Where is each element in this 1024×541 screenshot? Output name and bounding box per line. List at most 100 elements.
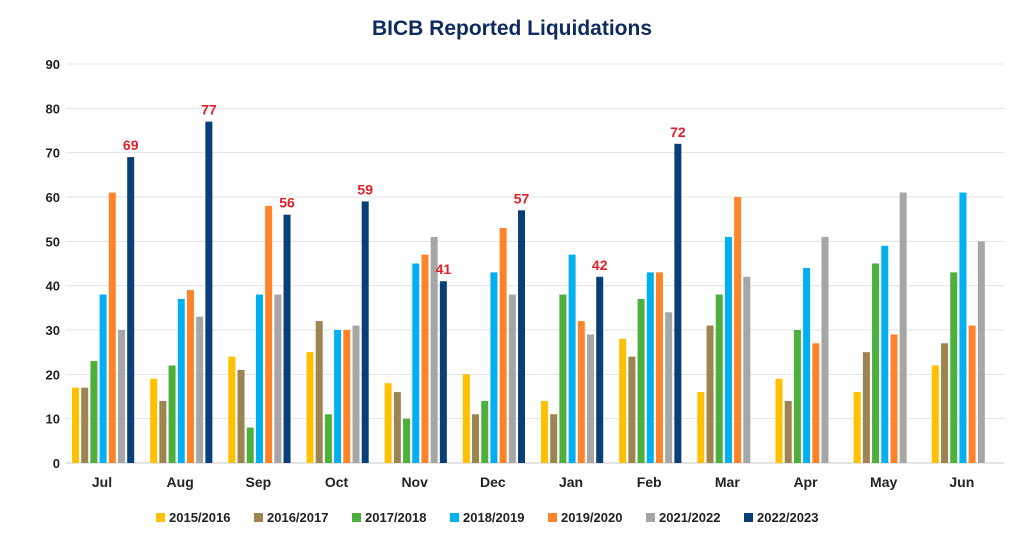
bar xyxy=(931,365,939,463)
bar xyxy=(118,330,125,463)
bar xyxy=(596,276,604,463)
bar xyxy=(315,321,323,463)
bar xyxy=(343,330,351,463)
bar xyxy=(99,294,107,463)
bar xyxy=(246,427,254,463)
y-tick-label: 0 xyxy=(53,456,60,471)
bar xyxy=(637,298,645,463)
bar xyxy=(508,294,516,463)
bar xyxy=(977,241,985,463)
data-label: 77 xyxy=(201,102,217,118)
bar xyxy=(890,334,898,463)
y-tick-label: 40 xyxy=(46,279,60,294)
bar xyxy=(472,414,480,463)
bar xyxy=(968,325,976,463)
bar xyxy=(674,143,682,464)
y-tick-label: 70 xyxy=(46,146,60,161)
data-label: 69 xyxy=(123,137,139,153)
bar xyxy=(393,392,401,463)
bar xyxy=(403,418,411,463)
bar xyxy=(665,312,673,463)
bar xyxy=(324,414,332,463)
bar xyxy=(734,197,742,463)
legend-label: 2022/2023 xyxy=(757,510,818,525)
bar xyxy=(384,383,392,463)
legend-swatch xyxy=(254,513,263,522)
y-tick-label: 80 xyxy=(46,101,60,116)
y-tick-label: 60 xyxy=(46,190,60,205)
x-tick-label: Dec xyxy=(480,474,506,490)
y-tick-label: 20 xyxy=(46,367,60,382)
legend-label: 2016/2017 xyxy=(267,510,328,525)
x-tick-label: Aug xyxy=(167,474,194,490)
bar xyxy=(941,343,949,463)
bar xyxy=(812,343,820,463)
legend-label: 2018/2019 xyxy=(463,510,524,525)
bar xyxy=(274,294,282,463)
bar xyxy=(881,245,889,463)
bar xyxy=(550,414,558,463)
bar xyxy=(430,236,438,463)
x-tick-label: Nov xyxy=(401,474,428,490)
data-label: 41 xyxy=(436,261,452,277)
data-label: 42 xyxy=(592,257,608,273)
bar xyxy=(334,330,342,463)
bar xyxy=(439,281,447,463)
bar xyxy=(862,352,870,463)
bar xyxy=(587,334,594,463)
bar xyxy=(697,392,705,463)
bar xyxy=(518,210,526,463)
bar xyxy=(421,254,429,463)
bar xyxy=(959,192,967,464)
data-label: 72 xyxy=(670,124,686,140)
bar xyxy=(715,294,723,463)
bar xyxy=(853,392,861,463)
bar xyxy=(412,263,420,463)
bar xyxy=(159,400,167,463)
x-tick-label: Mar xyxy=(715,474,740,490)
x-tick-label: Sep xyxy=(245,474,271,490)
x-tick-label: Jan xyxy=(559,474,583,490)
legend-swatch xyxy=(646,513,655,522)
bar xyxy=(177,298,185,463)
bar xyxy=(655,272,663,463)
bar xyxy=(821,236,829,463)
bar xyxy=(237,369,245,463)
bar xyxy=(646,272,654,463)
bar xyxy=(490,272,498,463)
legend-swatch xyxy=(156,513,165,522)
bar xyxy=(481,400,489,463)
x-tick-label: May xyxy=(870,474,897,490)
y-tick-label: 50 xyxy=(46,234,60,249)
bar xyxy=(899,192,907,464)
bar xyxy=(186,290,194,463)
y-tick-label: 10 xyxy=(46,412,60,427)
bar xyxy=(577,321,585,463)
bar xyxy=(196,316,204,463)
x-tick-label: Apr xyxy=(793,474,818,490)
bar xyxy=(793,330,801,463)
bar xyxy=(265,205,273,463)
legend-swatch xyxy=(548,513,557,522)
bar xyxy=(872,263,880,463)
bar xyxy=(81,387,89,463)
data-label: 56 xyxy=(279,195,295,211)
bar xyxy=(743,276,751,463)
bar xyxy=(361,201,369,463)
x-tick-label: Oct xyxy=(325,474,349,490)
data-label: 59 xyxy=(357,181,373,197)
legend-swatch xyxy=(352,513,361,522)
bar xyxy=(205,121,213,463)
data-label: 57 xyxy=(514,190,530,206)
bar xyxy=(72,387,79,463)
legend-label: 2021/2022 xyxy=(659,510,720,525)
bar xyxy=(559,294,567,463)
bar xyxy=(568,254,576,463)
bar xyxy=(150,378,158,463)
bar xyxy=(90,361,98,463)
bar xyxy=(803,267,811,463)
bar xyxy=(541,400,548,463)
legend-label: 2019/2020 xyxy=(561,510,622,525)
bar xyxy=(255,294,263,463)
bar xyxy=(619,338,627,463)
